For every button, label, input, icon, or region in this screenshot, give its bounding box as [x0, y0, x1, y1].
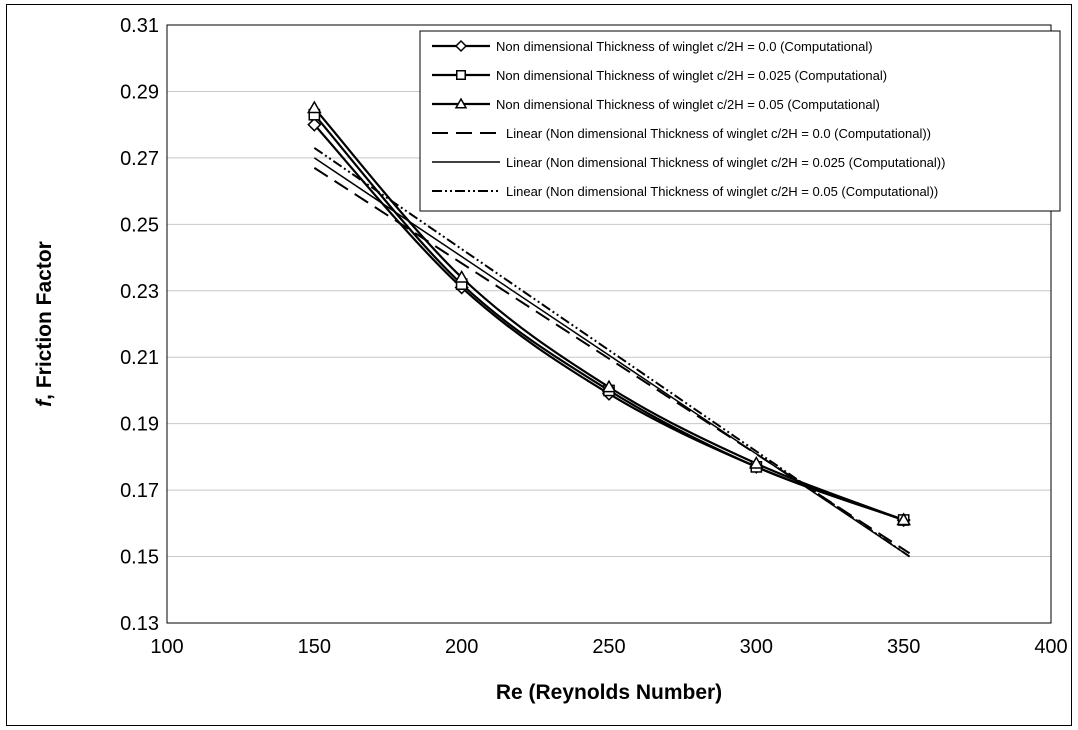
legend-box: [419, 30, 1061, 212]
y-tick-label: 0.27: [120, 148, 159, 170]
y-tick-labels: 0.31 0.29 0.27 0.25 0.23 0.21 0.19 0.17 0.15 0.13: [120, 15, 159, 635]
legend-label: Linear (Non dimensional Thickness of win…: [506, 184, 938, 199]
legend-entry: Non dimensional Thickness of winglet c/2…: [432, 68, 887, 83]
x-axis-title: Re (Reynolds Number): [496, 681, 722, 704]
y-tick-label: 0.15: [120, 547, 159, 569]
x-tick-label: 250: [592, 636, 625, 658]
legend-entry: Linear (Non dimensional Thickness of win…: [432, 155, 945, 170]
series-line-6: [313, 147, 911, 558]
y-axis-title: f, Friction Factor: [33, 241, 56, 407]
y-axis-title-italic: f: [33, 398, 56, 407]
legend-entry: Linear (Non dimensional Thickness of win…: [432, 184, 938, 199]
x-tick-labels: 100 150 200 250 300 350 400: [150, 636, 1067, 658]
x-tick-label: 150: [298, 636, 331, 658]
legend-label: Non dimensional Thickness of winglet c/2…: [496, 97, 880, 112]
y-tick-label: 0.23: [120, 281, 159, 303]
x-tick-label: 350: [887, 636, 920, 658]
y-tick-label: 0.25: [120, 214, 159, 236]
axes-layer: [166, 24, 1052, 624]
square-marker: [456, 70, 466, 80]
legend-label: Linear (Non dimensional Thickness of win…: [506, 126, 931, 141]
legend-entries: Non dimensional Thickness of winglet c/2…: [432, 39, 945, 199]
x-tick-label: 100: [150, 636, 183, 658]
chart-frame: 0.31 0.29 0.27 0.25 0.23 0.21 0.19 0.17 0.15 0.13…: [6, 4, 1072, 726]
triangle-marker: [454, 97, 468, 109]
x-tick-label: 300: [740, 636, 773, 658]
legend-label: Linear (Non dimensional Thickness of win…: [506, 155, 945, 170]
legend: Non dimensional Thickness of winglet c/2…: [419, 30, 1061, 212]
triangle-marker: [749, 456, 764, 469]
diamond-marker: [307, 117, 322, 132]
series-line-4: [313, 167, 911, 555]
legend-label: Non dimensional Thickness of winglet c/2…: [496, 39, 873, 54]
x-tick-label: 400: [1034, 636, 1067, 658]
legend-label: Non dimensional Thickness of winglet c/2…: [496, 68, 887, 83]
y-tick-label: 0.13: [120, 613, 159, 635]
triangle-marker: [454, 269, 469, 283]
y-tick-label: 0.17: [120, 480, 159, 502]
y-tick-label: 0.21: [120, 347, 159, 369]
y-tick-label: 0.19: [120, 414, 159, 436]
triangle-marker: [601, 379, 617, 393]
legend-entry: Non dimensional Thickness of winglet c/2…: [432, 97, 880, 112]
diamond-marker: [454, 39, 468, 53]
triangle-marker: [307, 100, 322, 114]
series-line-5: [313, 157, 910, 558]
y-tick-label: 0.29: [120, 81, 159, 103]
triangle-marker: [896, 512, 911, 526]
legend-entry: Linear (Non dimensional Thickness of win…: [432, 126, 931, 141]
y-axis-title-rest: , Friction Factor: [33, 241, 56, 400]
legend-entry: Non dimensional Thickness of winglet c/2…: [432, 39, 873, 54]
plot-area: [166, 24, 1052, 624]
x-tick-label: 200: [445, 636, 478, 658]
marker-layer: [307, 100, 911, 528]
y-tick-label: 0.31: [120, 15, 159, 37]
friction-factor-chart: 0.31 0.29 0.27 0.25 0.23 0.21 0.19 0.17 0.15 0.13…: [33, 15, 1068, 704]
